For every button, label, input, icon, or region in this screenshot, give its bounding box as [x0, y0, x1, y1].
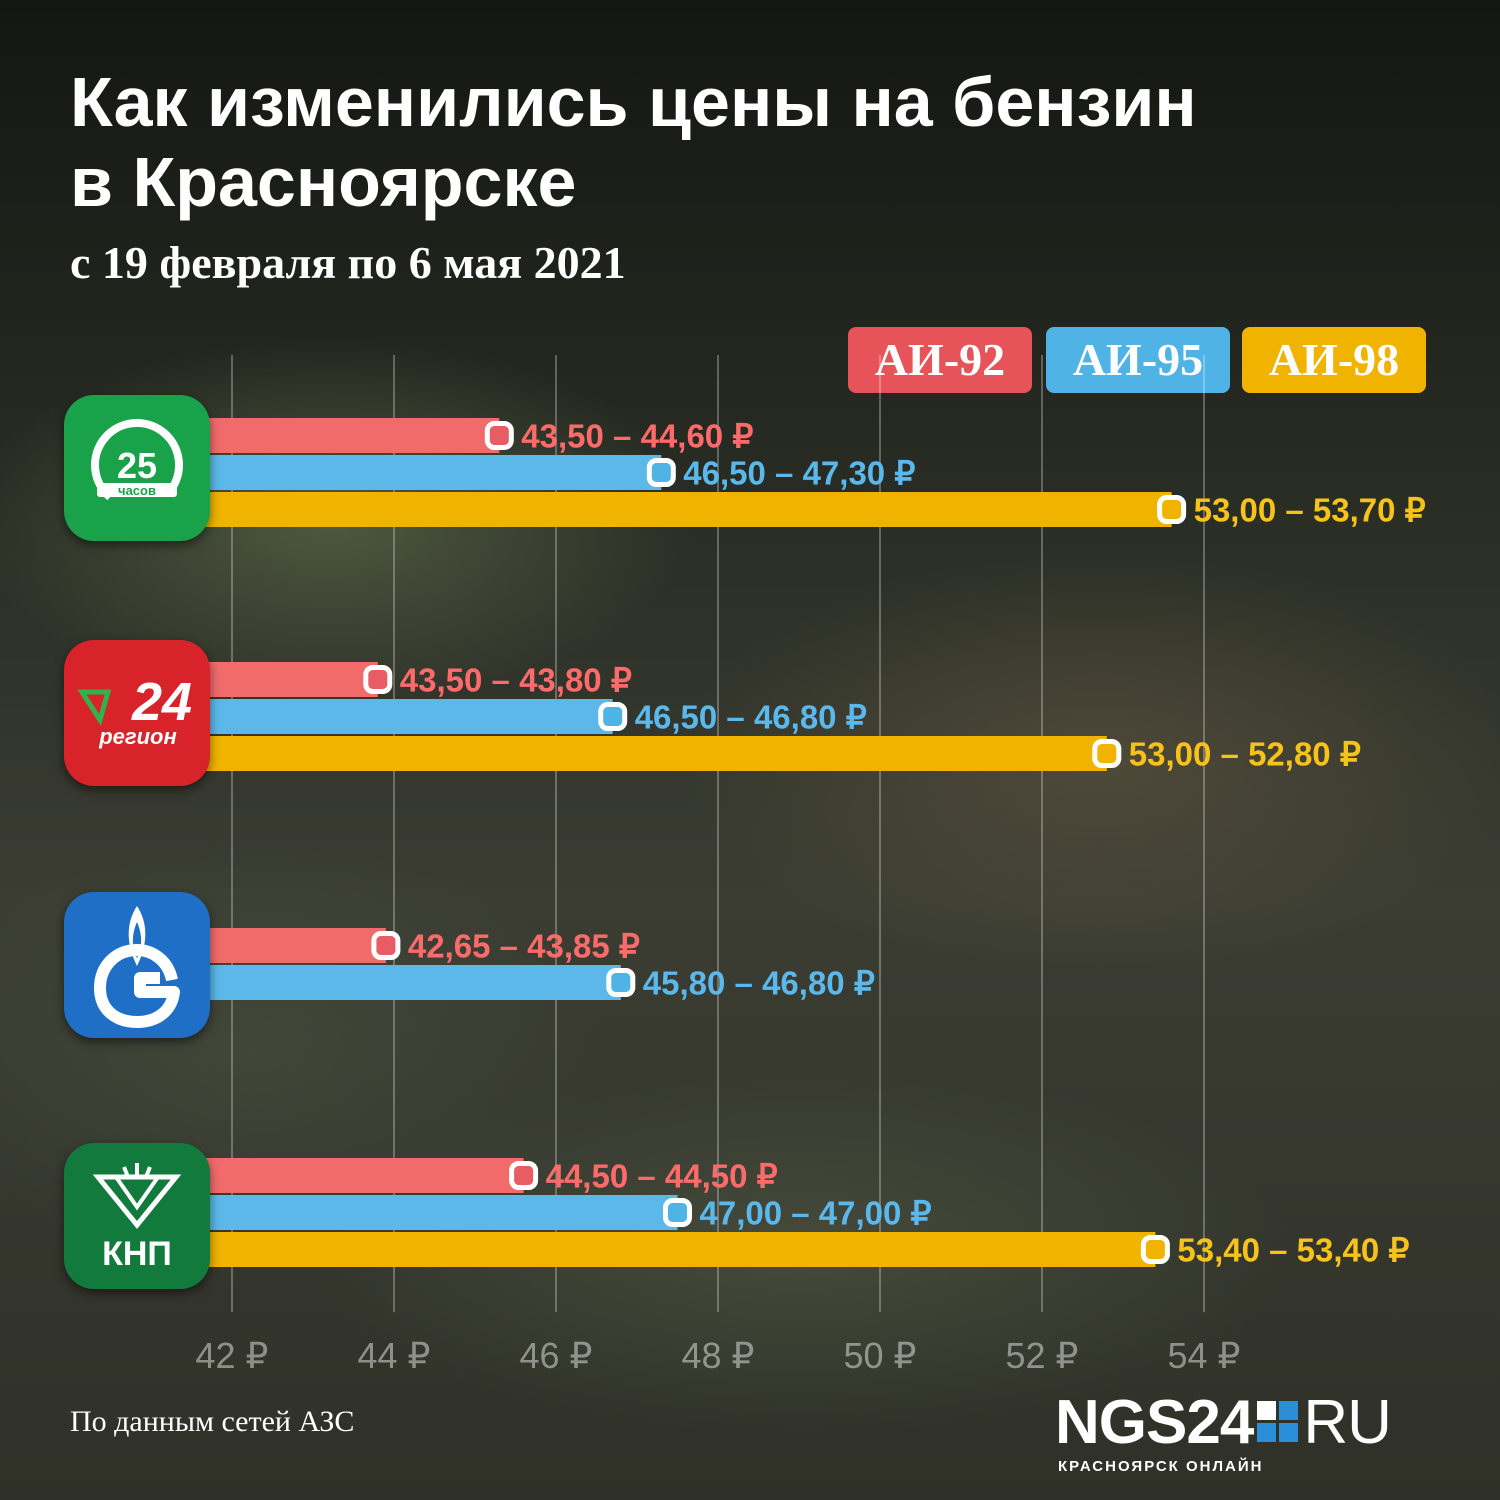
bar: [205, 492, 1172, 527]
logo-gazprom: [64, 892, 210, 1038]
legend-ai95: АИ-95: [1046, 327, 1230, 393]
bar-end-marker: [1140, 1235, 1170, 1264]
brand-tagline: КРАСНОЯРСК ОНЛАЙН: [1058, 1458, 1264, 1475]
title-line-2: в Красноярске: [70, 143, 577, 221]
bar: [205, 928, 386, 963]
x-tick-label: 44 ₽: [358, 1335, 431, 1376]
chart-subtitle: с 19 февраля по 6 мая 2021: [70, 237, 626, 288]
data-label: 43,50 – 44,60 ₽: [521, 418, 753, 455]
knp-emblem-icon: КНП: [92, 1163, 182, 1273]
chart-title: Как изменились цены на бензин в Краснояр…: [70, 62, 1450, 222]
x-tick-label: 48 ₽: [682, 1335, 755, 1376]
bar: [205, 455, 662, 490]
data-label: 45,80 – 46,80 ₽: [643, 965, 875, 1002]
data-label: 53,00 – 52,80 ₽: [1129, 736, 1361, 773]
data-label: 42,65 – 43,85 ₽: [408, 928, 640, 965]
bar: [205, 699, 613, 734]
data-label: 44,50 – 44,50 ₽: [546, 1158, 778, 1195]
legend-ai92: АИ-92: [848, 327, 1032, 393]
logo-knp: КНП: [64, 1143, 210, 1289]
bar: [205, 418, 500, 453]
data-label: 47,00 – 47,00 ₽: [700, 1195, 932, 1232]
bar-end-marker: [1092, 739, 1122, 768]
x-tick-label: 42 ₽: [196, 1335, 269, 1376]
data-label: 53,00 – 53,70 ₽: [1194, 492, 1426, 529]
bar: [205, 736, 1107, 771]
bar: [205, 662, 378, 697]
x-tick-label: 50 ₽: [844, 1335, 917, 1376]
logo-region-number: 24: [131, 672, 192, 732]
bar-end-marker: [663, 1198, 692, 1227]
brand-square-icon: [1257, 1401, 1299, 1443]
bar-end-marker: [598, 702, 628, 731]
x-tick-label: 46 ₽: [520, 1335, 593, 1376]
title-line-1: Как изменились цены на бензин: [70, 63, 1197, 141]
bar-end-marker: [646, 458, 676, 487]
data-label: 46,50 – 47,30 ₽: [683, 455, 915, 492]
brand-suffix: RU: [1303, 1388, 1392, 1457]
bar: [205, 1232, 1156, 1267]
x-tick-label: 54 ₽: [1168, 1335, 1241, 1376]
bar-end-marker: [371, 931, 401, 960]
bar: [205, 1158, 524, 1193]
data-label: 53,40 – 53,40 ₽: [1177, 1232, 1409, 1269]
x-tick-label: 52 ₽: [1006, 1335, 1079, 1376]
legend-ai98: АИ-98: [1242, 327, 1426, 393]
bar-end-marker: [1157, 495, 1187, 524]
gazprom-flame-icon: [94, 906, 180, 1028]
logo-25-icon: 25 часов: [91, 419, 183, 511]
bar-end-marker: [509, 1161, 539, 1190]
data-label: 46,50 – 46,80 ₽: [635, 699, 867, 736]
source-note: По данным сетей АЗС: [70, 1405, 355, 1438]
logo-region-text: регион: [98, 724, 177, 749]
brand-main: NGS24: [1055, 1388, 1254, 1457]
data-label: 43,50 – 43,80 ₽: [400, 662, 632, 699]
bar: [205, 965, 621, 1000]
bar: [205, 1195, 678, 1230]
bar-end-marker: [484, 421, 514, 450]
bar-end-marker: [363, 665, 393, 694]
logo-25-chasov: 25 часов: [64, 395, 210, 541]
brand-logo: NGS24 RU: [1055, 1392, 1392, 1454]
logo-25-number: 25: [117, 445, 157, 486]
logo-region-icon: 24 регион: [77, 672, 192, 749]
bar-end-marker: [606, 968, 636, 997]
logo-region-24: 24 регион: [64, 640, 210, 786]
logo-knp-text: КНП: [102, 1235, 172, 1273]
logo-25-text: часов: [118, 483, 156, 498]
